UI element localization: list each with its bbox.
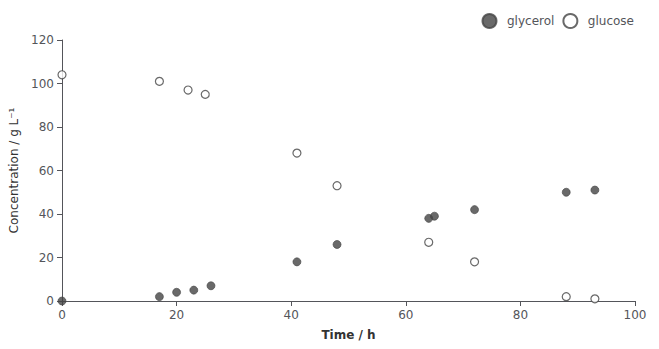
svg-text:80: 80 xyxy=(513,308,528,322)
svg-text:100: 100 xyxy=(31,77,54,91)
svg-text:60: 60 xyxy=(39,164,54,178)
svg-text:Concentration / g L⁻¹: Concentration / g L⁻¹ xyxy=(7,107,21,233)
svg-text:60: 60 xyxy=(398,308,413,322)
svg-text:0: 0 xyxy=(46,294,54,308)
svg-text:Time / h: Time / h xyxy=(321,328,375,342)
svg-text:40: 40 xyxy=(39,207,54,221)
svg-text:0: 0 xyxy=(58,308,66,322)
svg-text:80: 80 xyxy=(39,120,54,134)
svg-text:20: 20 xyxy=(169,308,184,322)
svg-text:glucose: glucose xyxy=(588,14,634,28)
svg-text:glycerol: glycerol xyxy=(507,14,554,28)
svg-text:120: 120 xyxy=(31,33,54,47)
svg-text:40: 40 xyxy=(284,308,299,322)
svg-text:20: 20 xyxy=(39,251,54,265)
svg-text:100: 100 xyxy=(624,308,647,322)
